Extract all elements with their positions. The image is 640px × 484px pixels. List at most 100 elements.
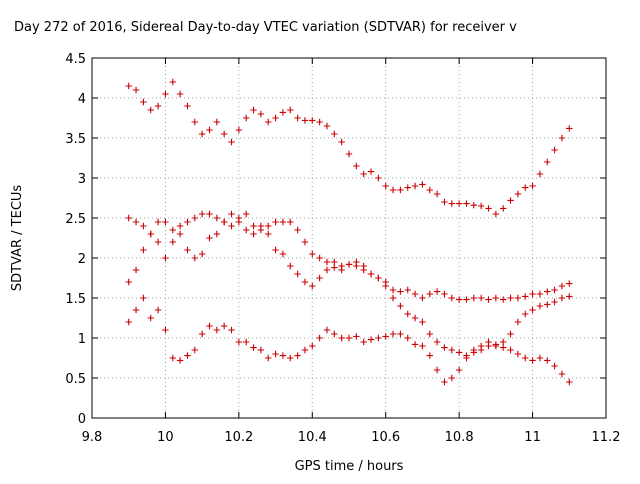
data-point: [323, 326, 331, 334]
data-point: [147, 314, 154, 322]
data-point: [132, 86, 140, 94]
data-point: [360, 170, 367, 178]
data-point: [279, 218, 287, 226]
data-point: [125, 82, 132, 90]
y-tick-label: 1.5: [65, 292, 86, 307]
data-point: [206, 234, 213, 242]
data-point: [463, 354, 470, 362]
data-point: [360, 262, 367, 270]
data-point: [353, 258, 360, 266]
data-point: [514, 350, 522, 358]
data-point: [154, 102, 162, 110]
y-tick-label: 2: [78, 252, 86, 267]
data-point: [125, 318, 132, 326]
data-point: [191, 118, 198, 126]
data-point: [323, 122, 331, 130]
data-point: [433, 288, 441, 295]
data-point: [566, 378, 573, 386]
data-point: [301, 117, 309, 124]
data-point: [558, 282, 566, 290]
x-tick-label: 10.4: [298, 430, 327, 445]
data-point: [389, 286, 397, 294]
data-point: [500, 205, 507, 212]
data-point: [426, 352, 433, 359]
data-point: [433, 190, 441, 198]
data-point: [228, 210, 235, 218]
data-point: [551, 286, 558, 294]
data-point: [287, 218, 294, 226]
data-point: [323, 266, 331, 274]
data-point: [323, 258, 331, 266]
data-point: [544, 158, 551, 166]
data-point: [287, 354, 294, 362]
data-point: [477, 202, 485, 210]
data-point: [147, 106, 154, 114]
data-point: [411, 314, 419, 322]
data-point: [301, 346, 309, 354]
data-point: [279, 109, 287, 116]
data-point: [176, 357, 184, 364]
data-point: [441, 290, 448, 298]
data-point: [514, 318, 522, 326]
data-point: [250, 106, 257, 114]
data-point: [382, 282, 389, 290]
data-point: [345, 261, 353, 268]
data-point: [140, 294, 147, 302]
data-point: [426, 186, 433, 194]
data-point: [536, 354, 544, 362]
data-point: [250, 230, 257, 238]
data-point: [367, 336, 375, 343]
data-point: [191, 214, 198, 222]
data-point: [294, 352, 301, 359]
data-point: [294, 270, 301, 278]
data-point: [544, 357, 551, 364]
y-tick-label: 0: [78, 412, 86, 427]
data-point: [294, 114, 301, 122]
data-point: [220, 218, 228, 226]
data-point: [184, 218, 191, 226]
data-point: [309, 282, 316, 290]
data-point: [213, 326, 221, 334]
plot-frame: [91, 57, 607, 419]
x-tick-label: 10.2: [224, 430, 253, 445]
data-point: [404, 184, 411, 191]
data-point: [309, 250, 316, 258]
data-point: [529, 290, 536, 298]
data-point: [492, 210, 500, 218]
data-point: [507, 197, 514, 204]
data-point: [140, 98, 147, 106]
y-tick-label: 3: [78, 172, 86, 187]
data-point: [419, 318, 426, 326]
grid-layer: [92, 58, 606, 418]
data-point: [250, 222, 257, 230]
data-point: [228, 138, 235, 146]
data-point: [316, 254, 323, 262]
data-point: [522, 293, 529, 300]
data-point: [448, 294, 455, 302]
data-point: [404, 286, 411, 294]
data-point: [485, 205, 492, 212]
data-point: [176, 90, 184, 98]
data-point: [154, 306, 162, 314]
data-point: [257, 222, 265, 230]
x-tick-label: 10: [157, 430, 174, 445]
data-point: [419, 181, 426, 188]
data-point: [213, 230, 221, 238]
data-point: [367, 270, 375, 278]
series-1: [125, 78, 573, 218]
data-point: [448, 200, 455, 207]
data-point: [507, 294, 514, 302]
data-point: [455, 349, 463, 356]
data-point: [536, 302, 544, 310]
data-point: [132, 266, 140, 274]
data-point: [389, 330, 397, 338]
data-point: [507, 330, 514, 338]
data-point: [220, 130, 228, 138]
y-tick-label: 1: [78, 332, 86, 347]
data-point: [294, 226, 301, 234]
data-point: [455, 200, 463, 207]
data-point: [463, 296, 470, 303]
x-tick-label: 11: [524, 430, 541, 445]
data-point: [154, 238, 162, 246]
